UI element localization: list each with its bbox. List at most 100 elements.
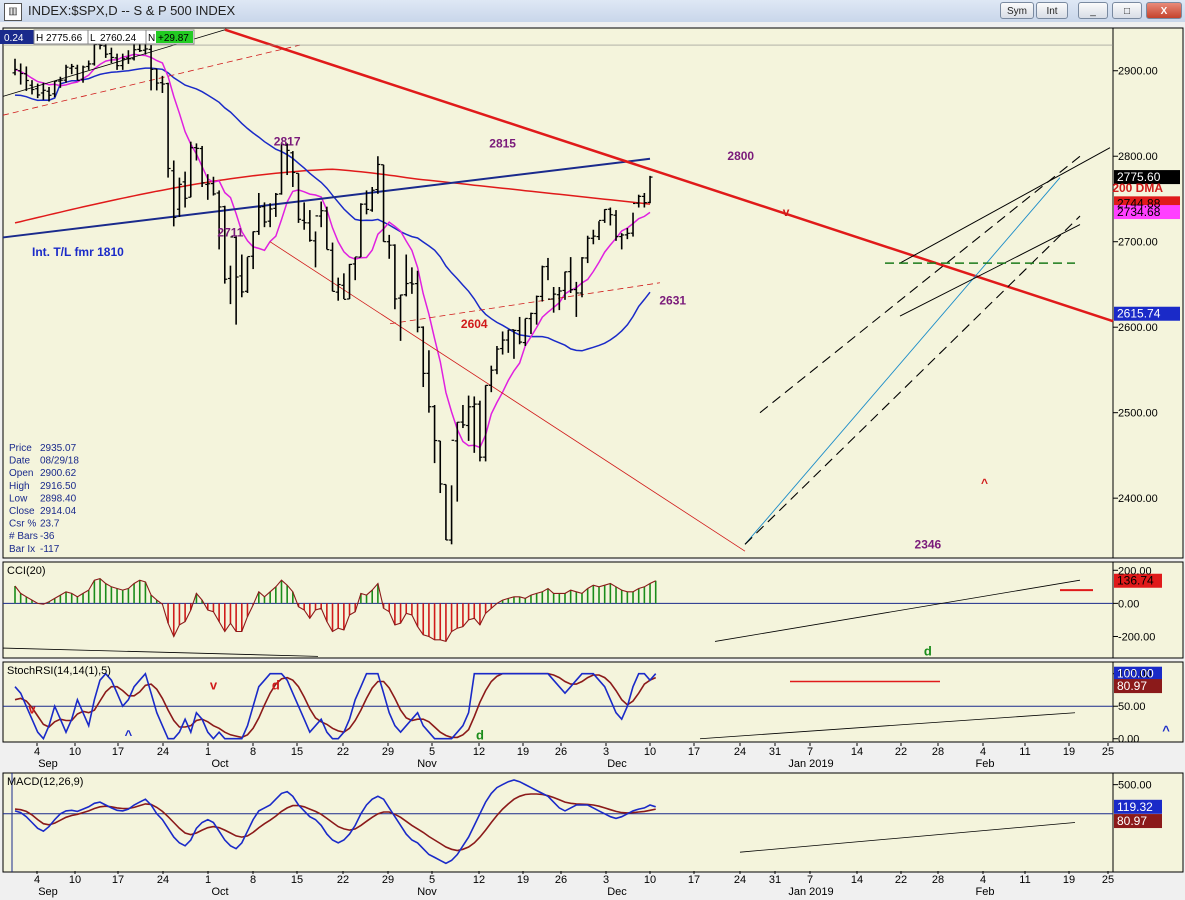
data-window-label: Bar Ix bbox=[9, 544, 35, 555]
data-window-label: Csr % bbox=[9, 519, 36, 530]
y-tick-label: 2700.00 bbox=[1118, 237, 1158, 249]
interval-button[interactable]: Int bbox=[1036, 2, 1068, 19]
price-bar bbox=[403, 254, 409, 297]
stoch-badge-bg bbox=[1114, 666, 1162, 681]
top-x-tick-label: 14 bbox=[851, 746, 863, 758]
price-bar bbox=[148, 45, 154, 91]
top-x-tick-label: 24 bbox=[157, 746, 169, 758]
price-bar bbox=[57, 76, 63, 88]
panel-3-plot bbox=[2, 772, 1114, 873]
top-x-tick-label: 4 bbox=[980, 746, 986, 758]
price-bar bbox=[483, 384, 489, 462]
price-annotation: Int. T/L fmr 1810 bbox=[32, 245, 124, 259]
stoch-trendline bbox=[699, 712, 1076, 740]
price-bar bbox=[205, 174, 211, 200]
chart-canvas[interactable]: 2900.00 2800.00 2700.00 2600.00 2500.00 2400.… bbox=[0, 22, 1185, 900]
price-bar bbox=[449, 439, 455, 545]
price-annotation: 2800 bbox=[727, 149, 754, 163]
price-bar bbox=[460, 404, 466, 429]
panel-title: StochRSI(14,14(1),5) bbox=[7, 665, 111, 677]
price-bar bbox=[409, 267, 415, 294]
price-bar bbox=[40, 82, 46, 100]
price-bar bbox=[500, 331, 506, 355]
price-bar bbox=[579, 257, 585, 298]
price-bar bbox=[398, 294, 404, 341]
data-window-label: Date bbox=[9, 456, 31, 467]
y-tick-label: 200.00 bbox=[1118, 565, 1152, 577]
price-bar bbox=[539, 265, 545, 302]
price-bar bbox=[267, 203, 273, 228]
price-bar bbox=[256, 192, 262, 235]
quote-low-label: L bbox=[90, 33, 96, 44]
price-bar bbox=[562, 271, 568, 300]
price-annotation: v bbox=[783, 205, 790, 219]
quote-net-label: N bbox=[148, 33, 155, 44]
data-window-value: -117 bbox=[40, 544, 60, 555]
wedge-lower-line bbox=[899, 224, 1081, 317]
price-bar bbox=[494, 346, 500, 375]
price-bar bbox=[630, 202, 636, 237]
data-window-label: Low bbox=[9, 493, 28, 504]
price-bar bbox=[46, 86, 52, 102]
stoch-annotation: ^ bbox=[125, 727, 133, 742]
price-bar bbox=[335, 277, 341, 301]
top-month-label: Jan 2019 bbox=[788, 758, 833, 770]
price-bar bbox=[602, 208, 608, 223]
symbol-button[interactable]: Sym bbox=[1000, 2, 1034, 19]
macd-badge: 80.97 bbox=[1117, 814, 1147, 828]
bottom-x-tick-label: 5 bbox=[429, 874, 435, 886]
window-titlebar: ▥ INDEX:$SPX,D -- S & P 500 INDEX Sym In… bbox=[0, 0, 1185, 23]
close-button[interactable]: X bbox=[1146, 2, 1182, 19]
bottom-x-tick-label: 24 bbox=[157, 874, 169, 886]
price-bar bbox=[420, 326, 426, 388]
data-window-value: -36 bbox=[40, 531, 55, 542]
price-bar bbox=[63, 64, 69, 83]
price-bar bbox=[381, 164, 387, 243]
panel-title: CCI(20) bbox=[7, 565, 46, 577]
bottom-x-tick-label: 24 bbox=[734, 874, 746, 886]
price-badge: 2734.68 bbox=[1117, 205, 1161, 219]
price-bar bbox=[568, 257, 574, 293]
price-annotation: 2711 bbox=[217, 225, 243, 239]
minimize-button[interactable]: _ bbox=[1078, 2, 1108, 19]
top-x-tick-label: 5 bbox=[429, 746, 435, 758]
bottom-x-tick-label: 10 bbox=[69, 874, 81, 886]
y-tick-label: 2800.00 bbox=[1118, 151, 1158, 163]
top-month-label: Sep bbox=[38, 758, 58, 770]
macd-line bbox=[14, 779, 656, 865]
price-badge: 2775.60 bbox=[1117, 170, 1161, 184]
price-bar bbox=[142, 44, 148, 55]
bottom-x-tick-label: 14 bbox=[851, 874, 863, 886]
price-bar bbox=[188, 141, 194, 198]
price-annotation: 2604 bbox=[461, 317, 488, 331]
price-annotation: 2815 bbox=[489, 136, 516, 150]
panel-1-plot bbox=[2, 561, 1114, 659]
panel-0-plot bbox=[2, 27, 1114, 559]
lower-up-channel bbox=[744, 215, 1081, 545]
price-bar bbox=[176, 177, 182, 217]
bottom-month-label: Feb bbox=[976, 886, 995, 898]
price-bar bbox=[244, 255, 250, 293]
price-bar bbox=[352, 256, 358, 281]
ma-200-line bbox=[14, 168, 651, 224]
data-window-value: 2914.04 bbox=[40, 506, 77, 517]
cci-trendline bbox=[714, 579, 1081, 642]
top-x-tick-label: 19 bbox=[1063, 746, 1075, 758]
bottom-x-tick-label: 10 bbox=[644, 874, 656, 886]
price-bar bbox=[432, 404, 438, 464]
bottom-x-tick-label: 22 bbox=[895, 874, 907, 886]
price-bar bbox=[216, 190, 222, 250]
price-bar bbox=[556, 287, 562, 311]
bottom-month-label: Nov bbox=[417, 886, 437, 898]
price-bar bbox=[114, 53, 120, 70]
panel-0-axis bbox=[1112, 27, 1184, 559]
price-bar bbox=[477, 400, 483, 462]
data-window-label: Open bbox=[9, 468, 33, 479]
top-x-tick-label: 29 bbox=[382, 746, 394, 758]
price-bar bbox=[165, 82, 171, 178]
price-bar bbox=[573, 281, 579, 317]
price-bar bbox=[347, 263, 353, 300]
price-bar bbox=[284, 143, 290, 176]
maximize-button[interactable]: □ bbox=[1112, 2, 1142, 19]
panel-title: MACD(12,26,9) bbox=[7, 776, 83, 788]
